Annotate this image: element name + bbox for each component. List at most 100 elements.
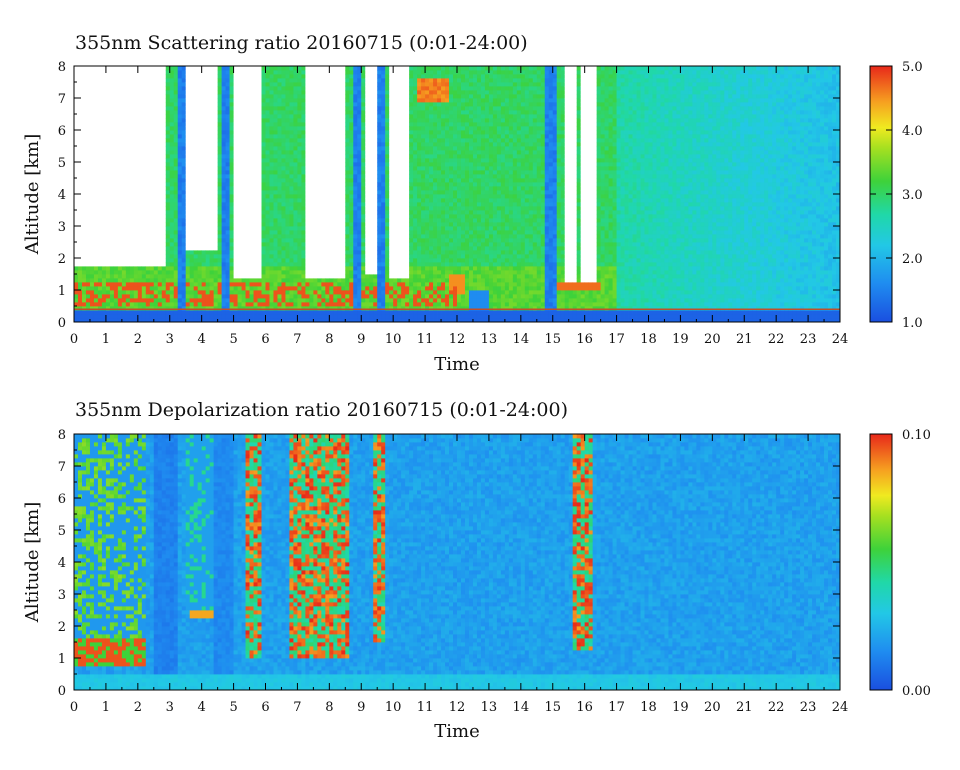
heatmap-cell bbox=[317, 78, 321, 82]
heatmap-cell bbox=[269, 74, 273, 78]
heatmap-cell bbox=[174, 90, 178, 94]
heatmap-cell bbox=[309, 110, 313, 114]
heatmap-cell bbox=[242, 98, 246, 102]
heatmap-cell bbox=[130, 270, 134, 274]
heatmap-cell bbox=[126, 74, 130, 78]
heatmap-cell bbox=[361, 310, 365, 314]
heatmap-cell bbox=[377, 162, 381, 166]
heatmap-cell bbox=[269, 226, 273, 230]
heatmap-cell bbox=[246, 170, 250, 174]
heatmap-cell bbox=[273, 158, 277, 162]
heatmap-cell bbox=[246, 254, 250, 258]
heatmap-cell bbox=[301, 70, 305, 74]
heatmap-cell bbox=[349, 214, 353, 218]
heatmap-cell bbox=[186, 262, 190, 266]
heatmap-cell bbox=[337, 150, 341, 154]
heatmap-cell bbox=[74, 90, 78, 94]
heatmap-cell bbox=[118, 206, 122, 210]
heatmap-cell bbox=[150, 262, 154, 266]
heatmap-cell bbox=[110, 254, 114, 258]
heatmap-cell bbox=[146, 174, 150, 178]
heatmap-cell bbox=[277, 78, 281, 82]
heatmap-cell bbox=[230, 274, 234, 278]
heatmap-cell bbox=[174, 158, 178, 162]
heatmap-cell bbox=[329, 170, 333, 174]
heatmap-cell bbox=[349, 210, 353, 214]
heatmap-cell bbox=[246, 194, 250, 198]
heatmap-cell bbox=[273, 214, 277, 218]
heatmap-cell bbox=[258, 254, 262, 258]
heatmap-cell bbox=[230, 158, 234, 162]
heatmap-cell bbox=[266, 150, 270, 154]
heatmap-cell bbox=[313, 282, 317, 286]
heatmap-cell bbox=[269, 302, 273, 306]
heatmap-cell bbox=[122, 110, 126, 114]
heatmap-cell bbox=[190, 142, 194, 146]
heatmap-cell bbox=[293, 98, 297, 102]
heatmap-cell bbox=[329, 154, 333, 158]
heatmap-cell bbox=[94, 238, 98, 242]
heatmap-cell bbox=[277, 142, 281, 146]
heatmap-cell bbox=[206, 150, 210, 154]
heatmap-cell bbox=[174, 274, 178, 278]
heatmap-cell bbox=[134, 298, 138, 302]
heatmap-cell bbox=[281, 250, 285, 254]
heatmap-cell bbox=[285, 134, 289, 138]
heatmap-cell bbox=[170, 114, 174, 118]
heatmap-cell bbox=[182, 102, 186, 106]
heatmap-cell bbox=[373, 278, 377, 282]
heatmap-cell bbox=[94, 282, 98, 286]
heatmap-cell bbox=[313, 218, 317, 222]
heatmap-cell bbox=[114, 126, 118, 130]
heatmap-cell bbox=[98, 246, 102, 250]
heatmap-cell bbox=[273, 106, 277, 110]
heatmap-cell bbox=[305, 154, 309, 158]
heatmap-cell bbox=[138, 302, 142, 306]
heatmap-cell bbox=[293, 178, 297, 182]
heatmap-cell bbox=[262, 142, 266, 146]
heatmap-cell bbox=[325, 114, 329, 118]
heatmap-cell bbox=[285, 70, 289, 74]
heatmap-cell bbox=[361, 86, 365, 90]
heatmap-cell bbox=[357, 162, 361, 166]
heatmap-cell bbox=[353, 146, 357, 150]
heatmap-cell bbox=[130, 310, 134, 314]
heatmap-cell bbox=[345, 202, 349, 206]
heatmap-cell bbox=[150, 190, 154, 194]
heatmap-cell bbox=[130, 266, 134, 270]
heatmap-cell bbox=[190, 266, 194, 270]
heatmap-cell bbox=[194, 122, 198, 126]
heatmap-cell bbox=[222, 262, 226, 266]
heatmap-cell bbox=[114, 198, 118, 202]
heatmap-cell bbox=[126, 242, 130, 246]
heatmap-cell bbox=[333, 162, 337, 166]
heatmap-cell bbox=[186, 174, 190, 178]
heatmap-cell bbox=[82, 74, 86, 78]
heatmap-cell bbox=[341, 278, 345, 282]
heatmap-cell bbox=[146, 314, 150, 318]
heatmap-cell bbox=[317, 294, 321, 298]
heatmap-cell bbox=[206, 270, 210, 274]
heatmap-cell bbox=[226, 170, 230, 174]
heatmap-cell bbox=[337, 298, 341, 302]
heatmap-cell bbox=[102, 258, 106, 262]
heatmap-cell bbox=[269, 290, 273, 294]
heatmap-cell bbox=[122, 70, 126, 74]
heatmap-cell bbox=[186, 90, 190, 94]
heatmap-cell bbox=[198, 302, 202, 306]
heatmap-cell bbox=[309, 206, 313, 210]
heatmap-cell bbox=[162, 178, 166, 182]
heatmap-cell bbox=[166, 130, 170, 134]
heatmap-cell bbox=[174, 290, 178, 294]
heatmap-cell bbox=[230, 310, 234, 314]
heatmap-cell bbox=[130, 202, 134, 206]
heatmap-cell bbox=[234, 214, 238, 218]
heatmap-cell bbox=[218, 254, 222, 258]
heatmap-cell bbox=[329, 294, 333, 298]
heatmap-cell bbox=[130, 138, 134, 142]
heatmap-cell bbox=[106, 274, 110, 278]
heatmap-cell bbox=[110, 138, 114, 142]
heatmap-cell bbox=[266, 142, 270, 146]
heatmap-cell bbox=[194, 66, 198, 70]
heatmap-cell bbox=[134, 278, 138, 282]
